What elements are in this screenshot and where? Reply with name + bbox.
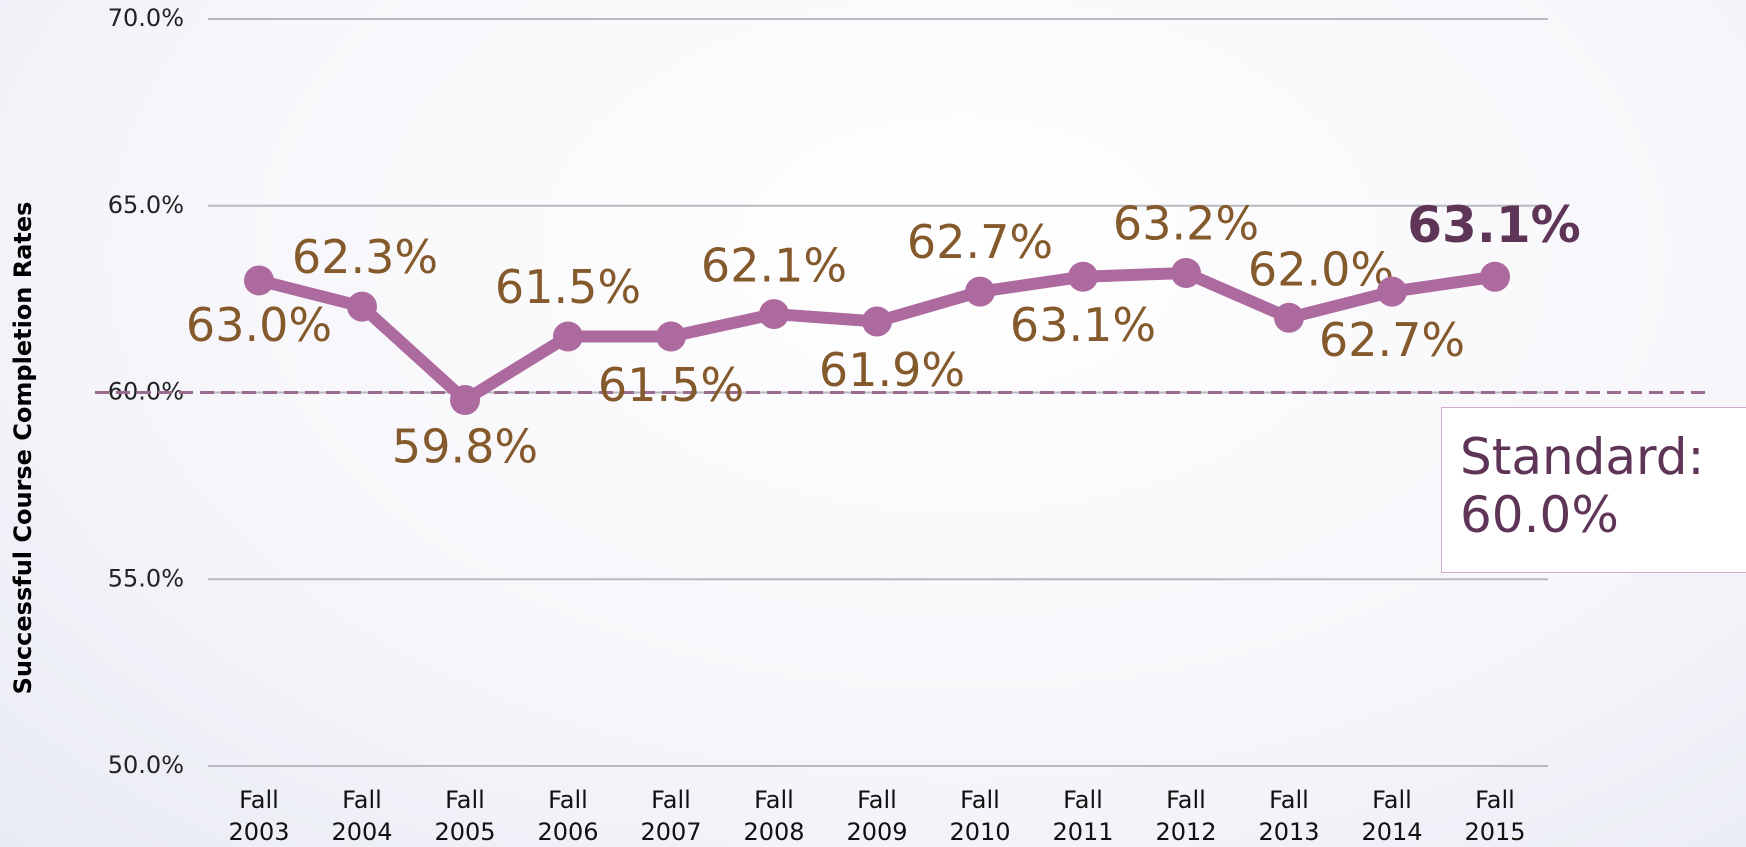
marker	[347, 291, 377, 322]
marker	[1480, 261, 1510, 292]
standard-annotation: Standard: 60.0%	[1441, 407, 1746, 573]
value-label: 61.5%	[495, 260, 641, 314]
value-label: 61.9%	[819, 343, 965, 397]
marker	[553, 321, 583, 352]
marker	[759, 299, 789, 330]
value-label: 62.3%	[292, 230, 438, 284]
value-label: 62.7%	[907, 215, 1053, 269]
x-tick-label: Fall 2010	[949, 786, 1011, 846]
marker	[244, 265, 274, 296]
x-tick-label: Fall 2014	[1361, 786, 1423, 846]
value-label: 62.0%	[1248, 242, 1394, 296]
marker	[965, 276, 995, 307]
marker	[1274, 302, 1304, 333]
x-tick-label: Fall 2008	[743, 786, 805, 846]
marker	[862, 306, 892, 337]
marker	[450, 384, 480, 415]
value-label: 62.1%	[701, 239, 847, 293]
marker	[1377, 276, 1407, 307]
x-tick-label: Fall 2012	[1155, 786, 1217, 846]
x-tick-label: Fall 2007	[640, 786, 702, 846]
value-label: 59.8%	[392, 419, 538, 473]
y-tick-label: 55.0%	[108, 564, 184, 592]
x-tick-label: Fall 2009	[846, 786, 908, 846]
x-tick-label: Fall 2005	[434, 786, 496, 846]
value-label: 63.0%	[186, 298, 332, 352]
y-tick-label: 70.0%	[108, 4, 184, 32]
marker	[656, 321, 686, 352]
y-tick-label: 50.0%	[108, 751, 184, 779]
y-axis-label: Successful Course Completion Rates	[9, 202, 37, 695]
value-label: 63.1%	[1010, 298, 1156, 352]
x-tick-label: Fall 2003	[228, 786, 290, 846]
x-tick-label: Fall 2004	[331, 786, 393, 846]
y-tick-label: 65.0%	[108, 191, 184, 219]
value-label: 61.5%	[598, 358, 744, 412]
x-tick-label: Fall 2011	[1052, 786, 1114, 846]
x-tick-label: Fall 2013	[1258, 786, 1320, 846]
x-tick-label: Fall 2015	[1464, 786, 1526, 846]
value-label: 63.1%	[1407, 196, 1580, 254]
marker	[1171, 257, 1201, 288]
marker	[1068, 261, 1098, 292]
value-label: 62.7%	[1319, 313, 1465, 367]
value-label: 63.2%	[1113, 196, 1259, 250]
x-tick-label: Fall 2006	[537, 786, 599, 846]
